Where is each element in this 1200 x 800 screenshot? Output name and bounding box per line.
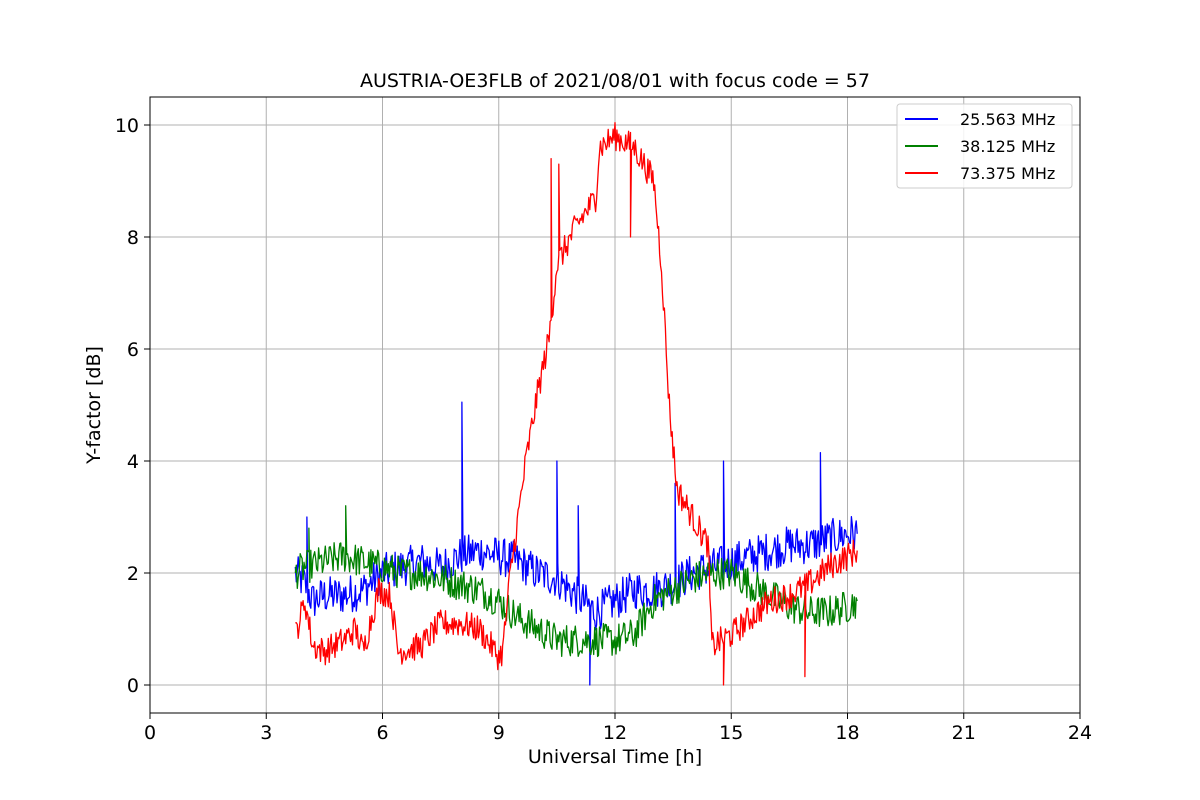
x-tick-label: 21 — [952, 722, 976, 744]
y-tick-label: 8 — [127, 227, 139, 249]
legend-label: 25.563 MHz — [960, 110, 1055, 129]
legend-box — [896, 103, 1073, 189]
x-tick-label: 9 — [493, 722, 505, 744]
chart-title: AUSTRIA-OE3FLB of 2021/08/01 with focus … — [360, 70, 870, 92]
x-tick-label: 24 — [1068, 722, 1092, 744]
y-tick-label: 10 — [115, 115, 139, 137]
x-tick-label: 3 — [260, 722, 272, 744]
legend-label: 73.375 MHz — [960, 164, 1055, 183]
series-line-2 — [295, 121, 858, 686]
series-layer — [294, 121, 858, 686]
x-tick-label: 15 — [719, 722, 743, 744]
legend: 25.563 MHz 38.125 MHz 73.375 MHz — [896, 103, 1073, 189]
y-axis-label: Y-factor [dB] — [83, 346, 105, 465]
x-axis-label: Universal Time [h] — [528, 746, 702, 768]
x-tick-label: 0 — [144, 722, 156, 744]
x-tick-label: 12 — [603, 722, 627, 744]
y-tick-label: 2 — [127, 563, 139, 585]
legend-label: 38.125 MHz — [960, 137, 1055, 156]
x-tick-label: 6 — [376, 722, 388, 744]
x-tick-label: 18 — [835, 722, 859, 744]
y-tick-label: 0 — [127, 675, 139, 697]
y-tick-label: 4 — [127, 451, 139, 473]
y-tick-label: 6 — [127, 339, 139, 361]
series-line-1 — [294, 505, 858, 658]
